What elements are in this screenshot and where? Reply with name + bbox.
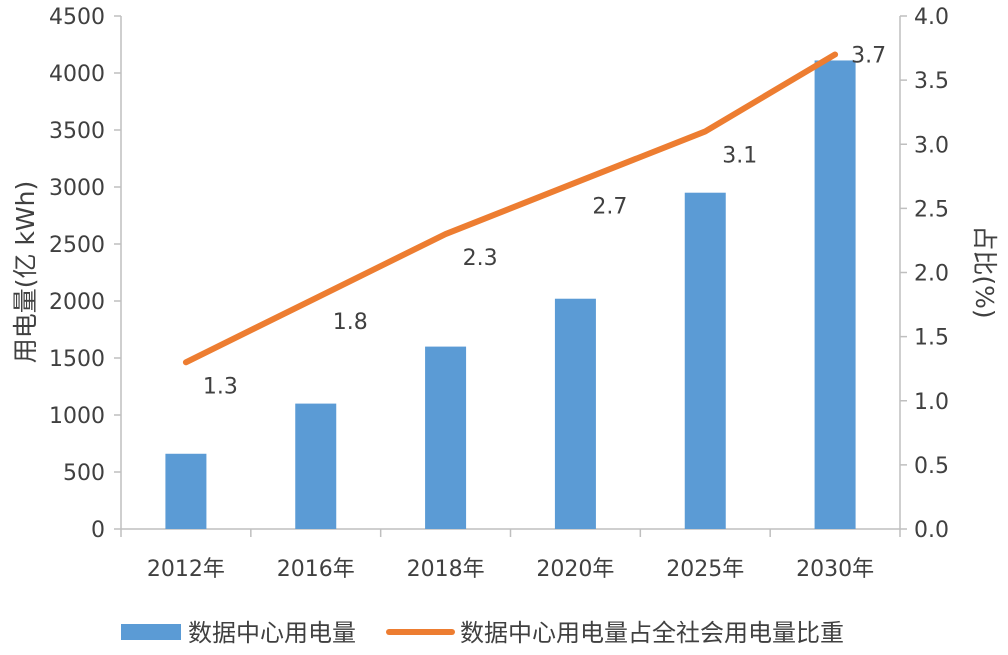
- x-tick-label: 2012年: [147, 557, 225, 582]
- left-tick-label: 3500: [49, 119, 105, 144]
- left-tick-label: 1000: [49, 404, 105, 429]
- left-tick-label: 3000: [49, 176, 105, 201]
- bar-series: [165, 60, 856, 530]
- right-tick-label: 1.5: [914, 326, 949, 351]
- right-axis-title: 占比(%): [970, 225, 999, 318]
- left-tick-label: 0: [91, 518, 105, 543]
- right-tick-label: 2.0: [914, 262, 949, 287]
- x-tick-label: 2020年: [536, 557, 614, 582]
- right-tick-label: 2.5: [914, 197, 949, 222]
- x-tick-label: 2016年: [277, 557, 355, 582]
- left-tick-label: 1500: [49, 347, 105, 372]
- x-tick-label: 2025年: [666, 557, 744, 582]
- line-data-label: 3.7: [851, 43, 886, 68]
- line-series: 1.3 1.8 2.3 2.7 3.1 3.7: [182, 43, 886, 399]
- left-tick-label: 4000: [49, 62, 105, 87]
- legend-bar-label: 数据中心用电量: [188, 619, 356, 647]
- bar: [295, 403, 337, 529]
- bar: [554, 298, 596, 529]
- legend-bar-swatch: [121, 624, 181, 640]
- left-tick-label: 4500: [49, 5, 105, 30]
- x-tick-label: 2030年: [796, 557, 874, 582]
- line-data-label: 3.1: [722, 143, 757, 168]
- line-data-label: 1.3: [203, 374, 238, 399]
- legend-line-label: 数据中心用电量占全社会用电量比重: [460, 619, 844, 647]
- right-tick-label: 4.0: [914, 5, 949, 30]
- left-axis-ticks: 0 500 1000 1500 2000 2500 3000 3500 4000 4500: [49, 5, 121, 543]
- right-tick-label: 3.5: [914, 69, 949, 94]
- bar: [814, 60, 856, 530]
- legend: 数据中心用电量 数据中心用电量占全社会用电量比重: [121, 619, 844, 647]
- x-tickmarks: [120, 529, 901, 537]
- left-tick-label: 2500: [49, 233, 105, 258]
- left-axis-title: 用电量(亿 kWh): [11, 181, 40, 364]
- right-tick-label: 3.0: [914, 133, 949, 158]
- bar: [165, 453, 207, 529]
- x-tick-label: 2018年: [407, 557, 485, 582]
- right-tick-label: 1.0: [914, 390, 949, 415]
- bar: [684, 192, 726, 529]
- bar: [425, 346, 467, 529]
- line-data-label: 1.8: [333, 310, 368, 335]
- left-tick-label: 2000: [49, 290, 105, 315]
- line-data-label: 2.3: [463, 246, 498, 271]
- right-tick-label: 0.5: [914, 454, 949, 479]
- right-axis-ticks: 0.0 0.5 1.0 1.5 2.0 2.5 3.0 3.5 4.0: [900, 5, 949, 543]
- left-tick-label: 500: [63, 461, 105, 486]
- line-path: [182, 51, 839, 366]
- x-tick-labels: 2012年 2016年 2018年 2020年 2025年 2030年: [147, 557, 874, 582]
- line-data-label: 2.7: [592, 195, 627, 220]
- right-tick-label: 0.0: [914, 518, 949, 543]
